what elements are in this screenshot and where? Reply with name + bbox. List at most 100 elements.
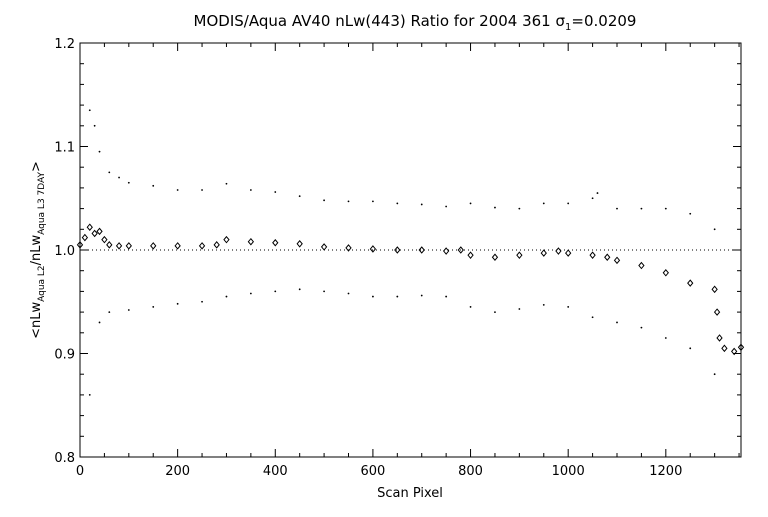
lower-bound-point bbox=[98, 321, 101, 324]
lower-bound-point bbox=[323, 290, 325, 293]
mean-ratio-point bbox=[213, 241, 220, 249]
lower-bound-point bbox=[372, 295, 374, 298]
lower-bound-point bbox=[664, 337, 667, 339]
upper-bound-series bbox=[88, 109, 716, 231]
mean-ratio-point bbox=[516, 251, 523, 259]
upper-bound-point bbox=[249, 189, 252, 191]
upper-bound-point bbox=[176, 189, 179, 191]
upper-bound-point bbox=[152, 184, 155, 187]
lower-bound-point bbox=[88, 394, 91, 396]
lower-bound-point bbox=[298, 288, 301, 291]
x-tick-label: 1000 bbox=[552, 464, 585, 479]
x-tick-label: 800 bbox=[458, 464, 483, 479]
upper-bound-point bbox=[542, 202, 545, 205]
chart-title-sigma: σ bbox=[556, 12, 566, 30]
y-label-suffix: > bbox=[29, 161, 44, 172]
mean-ratio-point bbox=[713, 308, 721, 316]
y-label-prefix: <nLw bbox=[29, 302, 44, 339]
y-tick-label: 0.8 bbox=[54, 451, 75, 466]
mean-ratio-point bbox=[737, 343, 745, 352]
upper-bound-point bbox=[518, 207, 521, 210]
lower-bound-point bbox=[108, 311, 111, 313]
mean-ratio-point bbox=[81, 233, 89, 242]
mean-ratio-point bbox=[721, 344, 728, 353]
x-axis-label: Scan Pixel bbox=[377, 486, 443, 501]
mean-ratio-point bbox=[272, 238, 279, 247]
mean-ratio-point bbox=[86, 223, 93, 232]
lower-bound-point bbox=[152, 306, 155, 308]
upper-bound-point bbox=[567, 202, 570, 205]
upper-bound-point bbox=[347, 200, 350, 203]
upper-bound-point bbox=[445, 205, 448, 208]
y-tick-label: 1.2 bbox=[54, 37, 75, 52]
mean-ratio-point bbox=[613, 256, 621, 265]
x-tick-label: 1200 bbox=[649, 464, 682, 479]
lower-bound-point bbox=[518, 308, 521, 310]
mean-ratio-point bbox=[115, 242, 123, 250]
mean-ratio-point bbox=[716, 334, 723, 342]
upper-bound-point bbox=[591, 197, 594, 200]
x-tick-label: 400 bbox=[263, 464, 288, 479]
upper-bound-point bbox=[396, 202, 399, 205]
mean-ratio-point bbox=[467, 251, 474, 259]
lower-bound-point bbox=[591, 316, 594, 319]
upper-bound-point bbox=[372, 200, 374, 203]
mean-ratio-point bbox=[345, 244, 352, 252]
mean-ratio-point bbox=[540, 249, 547, 257]
chart-title: MODIS/Aqua AV40 nLw(443) Ratio for 2004 … bbox=[194, 12, 637, 33]
mean-ratio-point bbox=[96, 227, 103, 236]
upper-bound-point bbox=[274, 191, 277, 193]
lower-bound-point bbox=[445, 295, 448, 298]
chart-title-sigma-sub: 1 bbox=[565, 22, 571, 33]
upper-bound-point bbox=[88, 109, 91, 112]
mean-ratio-point bbox=[198, 242, 206, 250]
x-tick-label: 600 bbox=[360, 464, 385, 479]
lower-bound-point bbox=[542, 303, 545, 306]
y-axis-label: <nLwAqua L2/nLwAqua L3 7DAY> bbox=[29, 161, 47, 339]
lower-bound-point bbox=[249, 292, 252, 295]
lower-bound-point bbox=[420, 294, 423, 297]
chart-title-suffix: =0.0209 bbox=[571, 12, 636, 30]
mean-ratio-point bbox=[174, 242, 181, 250]
mean-ratio-point bbox=[604, 253, 611, 262]
mean-ratio-point bbox=[418, 246, 425, 254]
upper-bound-point bbox=[98, 150, 101, 153]
lower-bound-point bbox=[396, 295, 399, 298]
mean-ratio-point bbox=[662, 268, 669, 277]
mean-ratio-point bbox=[296, 240, 303, 248]
lower-bound-point bbox=[689, 347, 692, 350]
upper-bound-point bbox=[494, 206, 496, 209]
chart-title-prefix: MODIS/Aqua AV40 nLw(443) Ratio for 2004 … bbox=[194, 12, 556, 30]
mean-ratio-point bbox=[320, 243, 328, 251]
lower-bound-point bbox=[640, 326, 643, 329]
lower-bound-point bbox=[713, 373, 716, 376]
mean-ratio-point bbox=[491, 253, 499, 262]
upper-bound-point bbox=[469, 202, 472, 205]
mean-ratio-point bbox=[731, 347, 738, 356]
upper-bound-point bbox=[596, 192, 599, 194]
plot-area: 0 200 400 600 800 1000 1200 0.8 0.9 1.0 1.1 1.2 bbox=[54, 37, 745, 479]
y-axis-ticks: 0.8 0.9 1.0 1.1 1.2 bbox=[54, 37, 741, 466]
lower-bound-point bbox=[225, 295, 228, 298]
mean-ratio-point bbox=[555, 247, 562, 255]
mean-ratio-point bbox=[150, 242, 157, 250]
mean-ratio-point bbox=[369, 245, 377, 253]
lower-bound-point bbox=[201, 300, 203, 303]
upper-bound-point bbox=[323, 199, 325, 202]
upper-bound-point bbox=[640, 207, 643, 210]
y-label-sub1: Aqua L2 bbox=[37, 265, 47, 302]
upper-bound-point bbox=[713, 228, 716, 231]
mean-ratio-point bbox=[106, 241, 113, 249]
upper-bound-point bbox=[93, 124, 96, 127]
mean-ratio-point bbox=[711, 285, 718, 294]
upper-bound-point bbox=[298, 195, 301, 198]
x-tick-label: 0 bbox=[76, 464, 84, 479]
lower-bound-point bbox=[494, 311, 496, 313]
mean-ratio-point bbox=[223, 235, 230, 244]
y-tick-label: 0.9 bbox=[54, 348, 75, 363]
upper-bound-point bbox=[420, 203, 423, 206]
mean-ratio-point bbox=[91, 229, 98, 238]
upper-bound-point bbox=[118, 176, 120, 179]
upper-bound-point bbox=[664, 207, 667, 210]
